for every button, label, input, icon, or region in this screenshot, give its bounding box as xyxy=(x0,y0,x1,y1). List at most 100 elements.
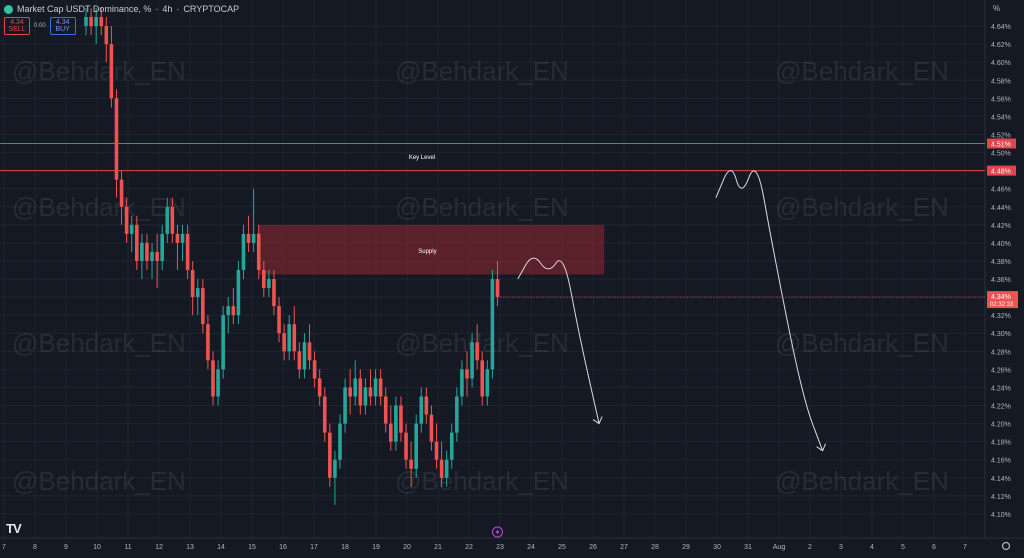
candle-body[interactable] xyxy=(449,432,454,460)
candle-body[interactable] xyxy=(302,342,307,370)
candle-body[interactable] xyxy=(328,432,332,478)
candle-body[interactable] xyxy=(389,423,393,442)
candle-body[interactable] xyxy=(460,369,464,397)
candle-body[interactable] xyxy=(363,387,368,406)
candle-body[interactable] xyxy=(424,396,429,415)
candle-body[interactable] xyxy=(383,396,388,424)
candle-body[interactable] xyxy=(251,233,256,243)
candle-body[interactable] xyxy=(236,270,241,316)
candle-body[interactable] xyxy=(170,206,175,234)
candle-body[interactable] xyxy=(322,396,327,433)
candle-body[interactable] xyxy=(358,378,363,406)
candle-body[interactable] xyxy=(267,279,271,289)
candle-body[interactable] xyxy=(292,324,297,352)
candle-body[interactable] xyxy=(287,324,291,352)
projection-path[interactable] xyxy=(517,257,600,424)
candle-body[interactable] xyxy=(343,387,347,424)
lightning-icon[interactable] xyxy=(491,526,503,538)
candle-body[interactable] xyxy=(338,423,342,460)
candle-body[interactable] xyxy=(333,459,337,478)
candle-body[interactable] xyxy=(155,251,159,261)
candle-body[interactable] xyxy=(399,405,403,433)
y-tick-label: 4.24% xyxy=(991,385,1011,392)
candle-body[interactable] xyxy=(190,270,195,298)
candle-body[interactable] xyxy=(140,242,144,261)
candle-body[interactable] xyxy=(404,432,408,460)
interval-label[interactable]: 4h xyxy=(162,4,173,14)
candle-body[interactable] xyxy=(373,378,378,397)
candle-body[interactable] xyxy=(317,378,322,397)
candle-body[interactable] xyxy=(114,98,119,180)
candle-body[interactable] xyxy=(439,459,444,478)
candle-body[interactable] xyxy=(226,306,231,316)
y-tick-label: 4.26% xyxy=(991,367,1011,374)
candle-body[interactable] xyxy=(256,233,261,270)
candle-body[interactable] xyxy=(414,423,418,469)
x-tick-label: 10 xyxy=(93,544,101,551)
candle-body[interactable] xyxy=(246,233,251,243)
x-tick-label: 21 xyxy=(434,544,442,551)
candle-body[interactable] xyxy=(409,459,413,469)
settings-gear-icon[interactable] xyxy=(1001,541,1011,551)
candle-body[interactable] xyxy=(195,288,200,298)
candle-body[interactable] xyxy=(206,324,210,361)
candle-body[interactable] xyxy=(231,306,236,316)
candle-body[interactable] xyxy=(470,342,474,379)
candle-body[interactable] xyxy=(368,387,373,397)
candle-body[interactable] xyxy=(434,441,439,460)
candle-body[interactable] xyxy=(135,224,139,261)
candle-body[interactable] xyxy=(455,396,459,433)
candle-body[interactable] xyxy=(490,279,495,370)
buy-button[interactable]: 4.34 BUY xyxy=(49,17,76,35)
candle-body[interactable] xyxy=(221,315,225,370)
candle-body[interactable] xyxy=(485,369,490,397)
candle-body[interactable] xyxy=(419,396,424,424)
candle-body[interactable] xyxy=(89,17,93,27)
candle-body[interactable] xyxy=(394,405,398,442)
candle-body[interactable] xyxy=(282,333,286,352)
candle-body[interactable] xyxy=(165,206,170,234)
candle-body[interactable] xyxy=(109,44,114,99)
candle-body[interactable] xyxy=(465,369,469,379)
candle-body[interactable] xyxy=(160,233,164,261)
candle-body[interactable] xyxy=(241,233,246,270)
y-tick-label: 4.14% xyxy=(991,476,1011,483)
candle-body[interactable] xyxy=(475,342,479,361)
candle-body[interactable] xyxy=(353,378,358,397)
supply-zone[interactable] xyxy=(258,224,605,275)
candle-body[interactable] xyxy=(104,26,109,45)
candle-body[interactable] xyxy=(480,360,485,397)
candle-body[interactable] xyxy=(119,179,124,207)
candle-body[interactable] xyxy=(277,306,281,334)
projection-path[interactable] xyxy=(715,170,824,451)
candle-body[interactable] xyxy=(94,17,98,27)
candle-body[interactable] xyxy=(145,242,149,261)
candle-body[interactable] xyxy=(216,369,220,397)
candle-body[interactable] xyxy=(201,288,205,325)
candle-body[interactable] xyxy=(297,351,302,370)
candle-body[interactable] xyxy=(272,279,276,307)
candle-body[interactable] xyxy=(348,387,352,397)
candle-body[interactable] xyxy=(129,224,134,234)
candle-body[interactable] xyxy=(175,233,180,243)
candle-body[interactable] xyxy=(180,233,185,243)
x-tick-label: 12 xyxy=(155,544,163,551)
candle-body[interactable] xyxy=(99,17,104,27)
candle-body[interactable] xyxy=(84,17,88,27)
candle-body[interactable] xyxy=(307,342,312,361)
candle-body[interactable] xyxy=(124,206,129,234)
x-tick-label: 18 xyxy=(341,544,349,551)
candle-body[interactable] xyxy=(312,360,317,379)
candle-body[interactable] xyxy=(378,378,383,397)
candle-body[interactable] xyxy=(495,279,500,298)
candle-body[interactable] xyxy=(185,233,190,270)
sell-button[interactable]: 4.34 SELL xyxy=(4,17,30,35)
candle-body[interactable] xyxy=(429,414,434,442)
lightning-glyph xyxy=(495,528,500,536)
candle-body[interactable] xyxy=(150,251,154,261)
candle-body[interactable] xyxy=(211,360,215,397)
candle-body[interactable] xyxy=(444,459,449,478)
candle-body[interactable] xyxy=(262,270,266,289)
